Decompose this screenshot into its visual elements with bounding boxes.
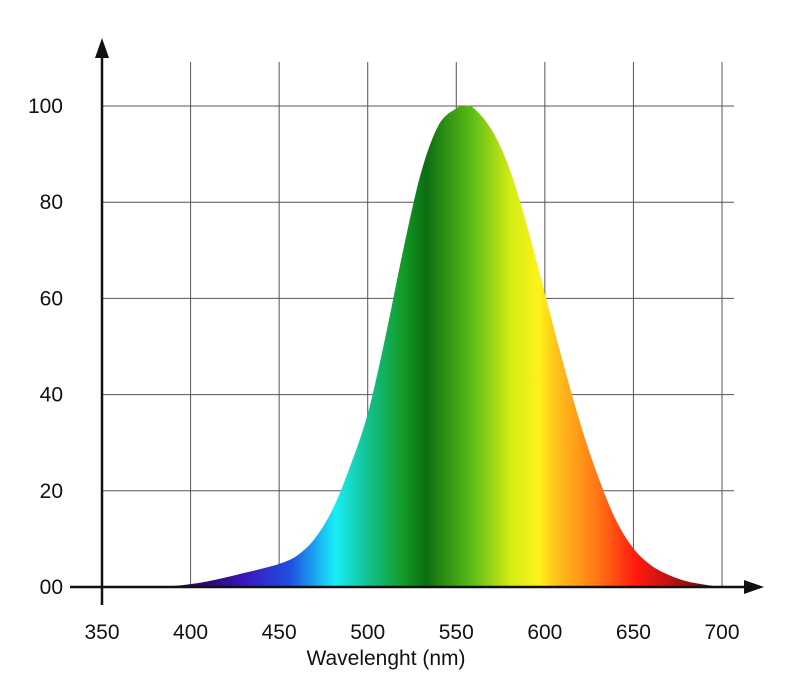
x-axis-arrow-icon bbox=[744, 580, 764, 594]
y-tick-label: 00 bbox=[40, 576, 63, 599]
y-tick-label: 60 bbox=[40, 287, 63, 310]
x-tick-label: 500 bbox=[350, 621, 385, 644]
x-tick-label: 550 bbox=[439, 621, 474, 644]
x-tick-label: 400 bbox=[173, 621, 208, 644]
y-tick-label: 100 bbox=[28, 95, 63, 118]
x-tick-label: 350 bbox=[84, 621, 119, 644]
axes bbox=[70, 38, 764, 605]
y-axis-arrow-icon bbox=[95, 38, 109, 58]
luminosity-curve-area bbox=[155, 105, 723, 587]
x-tick-label: 450 bbox=[262, 621, 297, 644]
x-tick-label: 650 bbox=[616, 621, 651, 644]
tick-labels: 350 400 450 500 550 600 650 700 00 20 40 60 80 100 bbox=[28, 95, 740, 644]
x-tick-label: 600 bbox=[527, 621, 562, 644]
y-tick-label: 80 bbox=[40, 191, 63, 214]
y-tick-label: 20 bbox=[40, 480, 63, 503]
y-tick-label: 40 bbox=[40, 384, 63, 407]
x-axis-label: Wavelenght (nm) bbox=[306, 647, 465, 670]
x-tick-label: 700 bbox=[704, 621, 739, 644]
